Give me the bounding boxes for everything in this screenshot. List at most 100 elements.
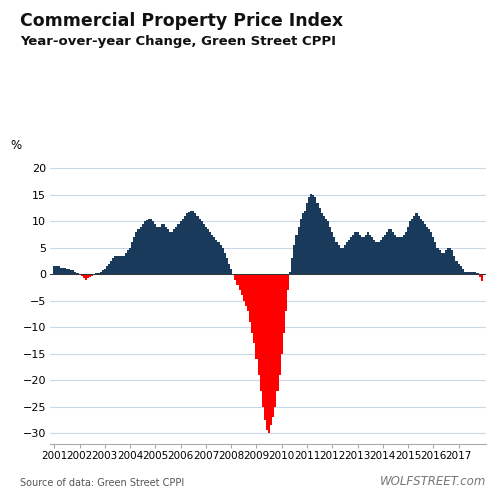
Bar	[77, 273, 79, 274]
Bar	[447, 248, 449, 274]
Bar	[173, 229, 175, 274]
Bar	[161, 224, 163, 274]
Bar	[476, 273, 478, 274]
Bar	[472, 272, 474, 274]
Bar	[70, 270, 72, 274]
Bar	[184, 216, 186, 274]
Bar	[346, 243, 348, 274]
Bar	[146, 220, 148, 274]
Bar	[277, 274, 279, 391]
Bar	[74, 272, 77, 274]
Bar	[428, 229, 430, 274]
Bar	[95, 273, 98, 274]
Bar	[196, 216, 198, 274]
Bar	[188, 212, 190, 274]
Bar	[249, 274, 251, 322]
Bar	[417, 216, 420, 274]
Bar	[121, 256, 123, 274]
Bar	[449, 248, 451, 274]
Bar	[420, 219, 422, 274]
Bar	[60, 268, 62, 274]
Bar	[441, 253, 443, 274]
Bar	[64, 268, 66, 274]
Bar	[300, 219, 302, 274]
Bar	[254, 274, 256, 343]
Bar	[348, 240, 350, 274]
Bar	[468, 272, 470, 274]
Bar	[283, 274, 285, 332]
Text: Source of data: Green Street CPPI: Source of data: Green Street CPPI	[20, 478, 184, 488]
Bar	[480, 274, 483, 281]
Bar	[323, 216, 325, 274]
Bar	[175, 227, 177, 274]
Text: WOLFSTREET.com: WOLFSTREET.com	[380, 475, 486, 488]
Bar	[230, 269, 232, 274]
Bar	[367, 232, 369, 274]
Bar	[62, 268, 64, 274]
Bar	[306, 203, 308, 274]
Bar	[375, 243, 378, 274]
Bar	[357, 232, 359, 274]
Bar	[445, 250, 447, 274]
Bar	[378, 243, 380, 274]
Bar	[451, 250, 453, 274]
Bar	[224, 253, 226, 274]
Bar	[262, 274, 264, 407]
Bar	[66, 269, 68, 274]
Bar	[405, 232, 407, 274]
Bar	[247, 274, 249, 311]
Bar	[58, 266, 60, 274]
Bar	[87, 274, 89, 279]
Bar	[114, 256, 116, 274]
Bar	[179, 221, 182, 274]
Bar	[148, 219, 150, 274]
Bar	[275, 274, 277, 407]
Bar	[310, 194, 312, 274]
Bar	[331, 232, 333, 274]
Bar	[190, 211, 192, 274]
Bar	[194, 213, 196, 274]
Bar	[354, 232, 357, 274]
Bar	[81, 274, 83, 276]
Bar	[104, 269, 106, 274]
Bar	[169, 232, 171, 274]
Bar	[129, 248, 131, 274]
Bar	[474, 272, 476, 274]
Bar	[426, 227, 428, 274]
Bar	[53, 266, 56, 274]
Bar	[240, 274, 243, 295]
Bar	[371, 237, 373, 274]
Bar	[102, 270, 104, 274]
Bar	[327, 221, 329, 274]
Bar	[112, 258, 114, 274]
Bar	[135, 232, 137, 274]
Bar	[123, 256, 125, 274]
Bar	[312, 195, 314, 274]
Bar	[260, 274, 262, 391]
Bar	[251, 274, 254, 332]
Bar	[317, 203, 319, 274]
Bar	[150, 219, 152, 274]
Bar	[167, 229, 169, 274]
Bar	[285, 274, 287, 311]
Bar	[296, 235, 298, 274]
Bar	[205, 227, 207, 274]
Bar	[462, 269, 464, 274]
Bar	[279, 274, 281, 375]
Bar	[89, 274, 91, 277]
Bar	[287, 274, 289, 290]
Bar	[133, 237, 135, 274]
Bar	[264, 274, 266, 420]
Bar	[209, 232, 211, 274]
Bar	[236, 274, 238, 285]
Bar	[281, 274, 283, 353]
Bar	[215, 240, 217, 274]
Bar	[226, 258, 228, 274]
Bar	[340, 248, 342, 274]
Bar	[298, 227, 300, 274]
Bar	[361, 237, 363, 274]
Bar	[91, 274, 93, 276]
Bar	[407, 227, 409, 274]
Bar	[394, 235, 396, 274]
Bar	[144, 221, 146, 274]
